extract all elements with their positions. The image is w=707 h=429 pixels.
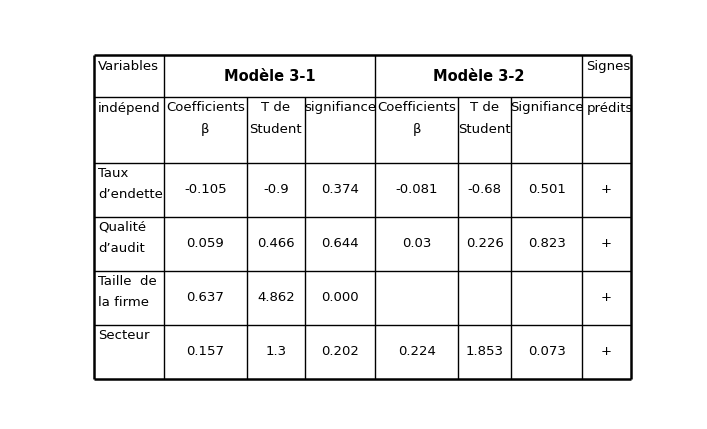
Text: 0.03: 0.03 xyxy=(402,237,431,250)
Text: 0.644: 0.644 xyxy=(322,237,359,250)
Text: Secteur: Secteur xyxy=(98,329,150,341)
Text: +: + xyxy=(601,237,612,250)
Text: 0.466: 0.466 xyxy=(257,237,295,250)
Text: 0.501: 0.501 xyxy=(527,183,566,196)
Text: Coefficients: Coefficients xyxy=(166,101,245,114)
Text: +: + xyxy=(601,291,612,304)
Text: T de: T de xyxy=(262,101,291,114)
Text: 0.073: 0.073 xyxy=(527,345,566,358)
Text: 0.000: 0.000 xyxy=(322,291,359,304)
Text: 1.3: 1.3 xyxy=(265,345,286,358)
Text: Student: Student xyxy=(458,123,511,136)
Text: prédits: prédits xyxy=(586,102,633,115)
Text: 0.637: 0.637 xyxy=(187,291,224,304)
Text: d’endette: d’endette xyxy=(98,188,163,201)
Text: 0.202: 0.202 xyxy=(321,345,359,358)
Text: Taux: Taux xyxy=(98,166,129,180)
Text: -0.105: -0.105 xyxy=(184,183,227,196)
Text: Modèle 3-2: Modèle 3-2 xyxy=(433,69,525,84)
Text: Signifiance: Signifiance xyxy=(510,101,583,114)
Text: T de: T de xyxy=(470,101,499,114)
Text: Qualité: Qualité xyxy=(98,221,146,234)
Text: 0.157: 0.157 xyxy=(187,345,224,358)
Text: β: β xyxy=(412,123,421,136)
Text: +: + xyxy=(601,183,612,196)
Text: Modèle 3-1: Modèle 3-1 xyxy=(224,69,315,84)
Text: -0.68: -0.68 xyxy=(467,183,502,196)
Text: 0.374: 0.374 xyxy=(321,183,359,196)
Text: 1.853: 1.853 xyxy=(466,345,503,358)
Text: β: β xyxy=(201,123,210,136)
Text: signifiance: signifiance xyxy=(304,101,376,114)
Text: -0.081: -0.081 xyxy=(395,183,438,196)
Text: Taille  de: Taille de xyxy=(98,275,157,287)
Text: Coefficients: Coefficients xyxy=(378,101,456,114)
Text: 4.862: 4.862 xyxy=(257,291,295,304)
Text: 0.823: 0.823 xyxy=(527,237,566,250)
Text: d’audit: d’audit xyxy=(98,242,145,255)
Text: 0.059: 0.059 xyxy=(187,237,224,250)
Text: -0.9: -0.9 xyxy=(263,183,288,196)
Text: la firme: la firme xyxy=(98,296,149,309)
Text: +: + xyxy=(601,345,612,358)
Text: Signes: Signes xyxy=(586,60,631,73)
Text: Student: Student xyxy=(250,123,302,136)
Text: indépend: indépend xyxy=(98,102,161,115)
Text: 0.224: 0.224 xyxy=(398,345,436,358)
Text: 0.226: 0.226 xyxy=(466,237,503,250)
Text: Variables: Variables xyxy=(98,60,159,73)
